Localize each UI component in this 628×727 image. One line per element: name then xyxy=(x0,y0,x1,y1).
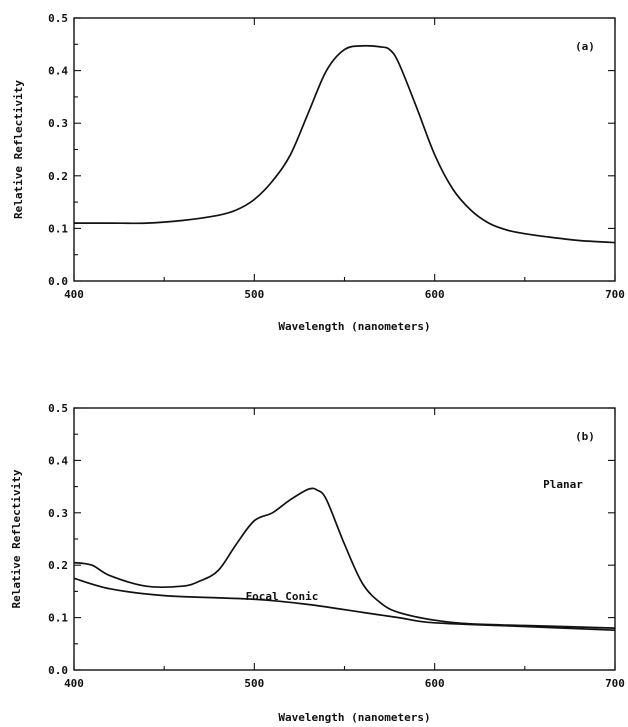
y-tick-label: 0.2 xyxy=(48,170,68,183)
panel-label: (b) xyxy=(575,430,595,443)
series-label-focal-conic: Focal Conic xyxy=(246,590,319,603)
series-label-planar: Planar xyxy=(543,478,583,491)
x-axis-label: Wavelength (nanometers) xyxy=(278,711,430,724)
y-tick-label: 0.4 xyxy=(48,65,68,78)
y-tick-label: 0.1 xyxy=(48,612,68,625)
y-axis-label: Relative Reflectivity xyxy=(12,80,25,219)
series-line-planar xyxy=(73,487,616,629)
x-tick-label: 400 xyxy=(64,677,84,690)
y-tick-label: 0.0 xyxy=(48,275,68,288)
y-tick-label: 0.3 xyxy=(48,117,68,130)
y-tick-label: 0.4 xyxy=(48,454,68,467)
x-tick-label: 600 xyxy=(425,677,445,690)
x-tick-label: 500 xyxy=(244,288,264,301)
y-tick-label: 0.3 xyxy=(48,507,68,520)
panel-b: 400 500 600 700 0.0 0.1 0.2 0.3 0.4 0.5 Wavelength… xyxy=(10,402,625,724)
y-tick-label: 0.2 xyxy=(48,559,68,572)
plot-frame xyxy=(73,407,616,671)
y-tick-label: 0.0 xyxy=(48,664,68,677)
y-axis-label: Relative Reflectivity xyxy=(10,469,23,608)
x-axis-label: Wavelength (nanometers) xyxy=(278,320,430,333)
panel-a: 400 500 600 700 0.0 0.1 0.2 0.3 0.4 0.5 Wavelength… xyxy=(12,12,625,333)
x-tick-label: 700 xyxy=(605,677,625,690)
x-tick-label: 500 xyxy=(244,677,264,690)
panel-label: (a) xyxy=(575,40,595,53)
y-tick-label: 0.5 xyxy=(48,402,68,415)
series-line-reflectivity xyxy=(73,44,616,244)
series-line-focal-conic xyxy=(73,577,616,632)
y-tick-label: 0.5 xyxy=(48,12,68,25)
plot-frame xyxy=(73,17,616,282)
y-tick-label: 0.1 xyxy=(48,222,68,235)
x-tick-label: 600 xyxy=(425,288,445,301)
x-tick-label: 400 xyxy=(64,288,84,301)
x-tick-label: 700 xyxy=(605,288,625,301)
